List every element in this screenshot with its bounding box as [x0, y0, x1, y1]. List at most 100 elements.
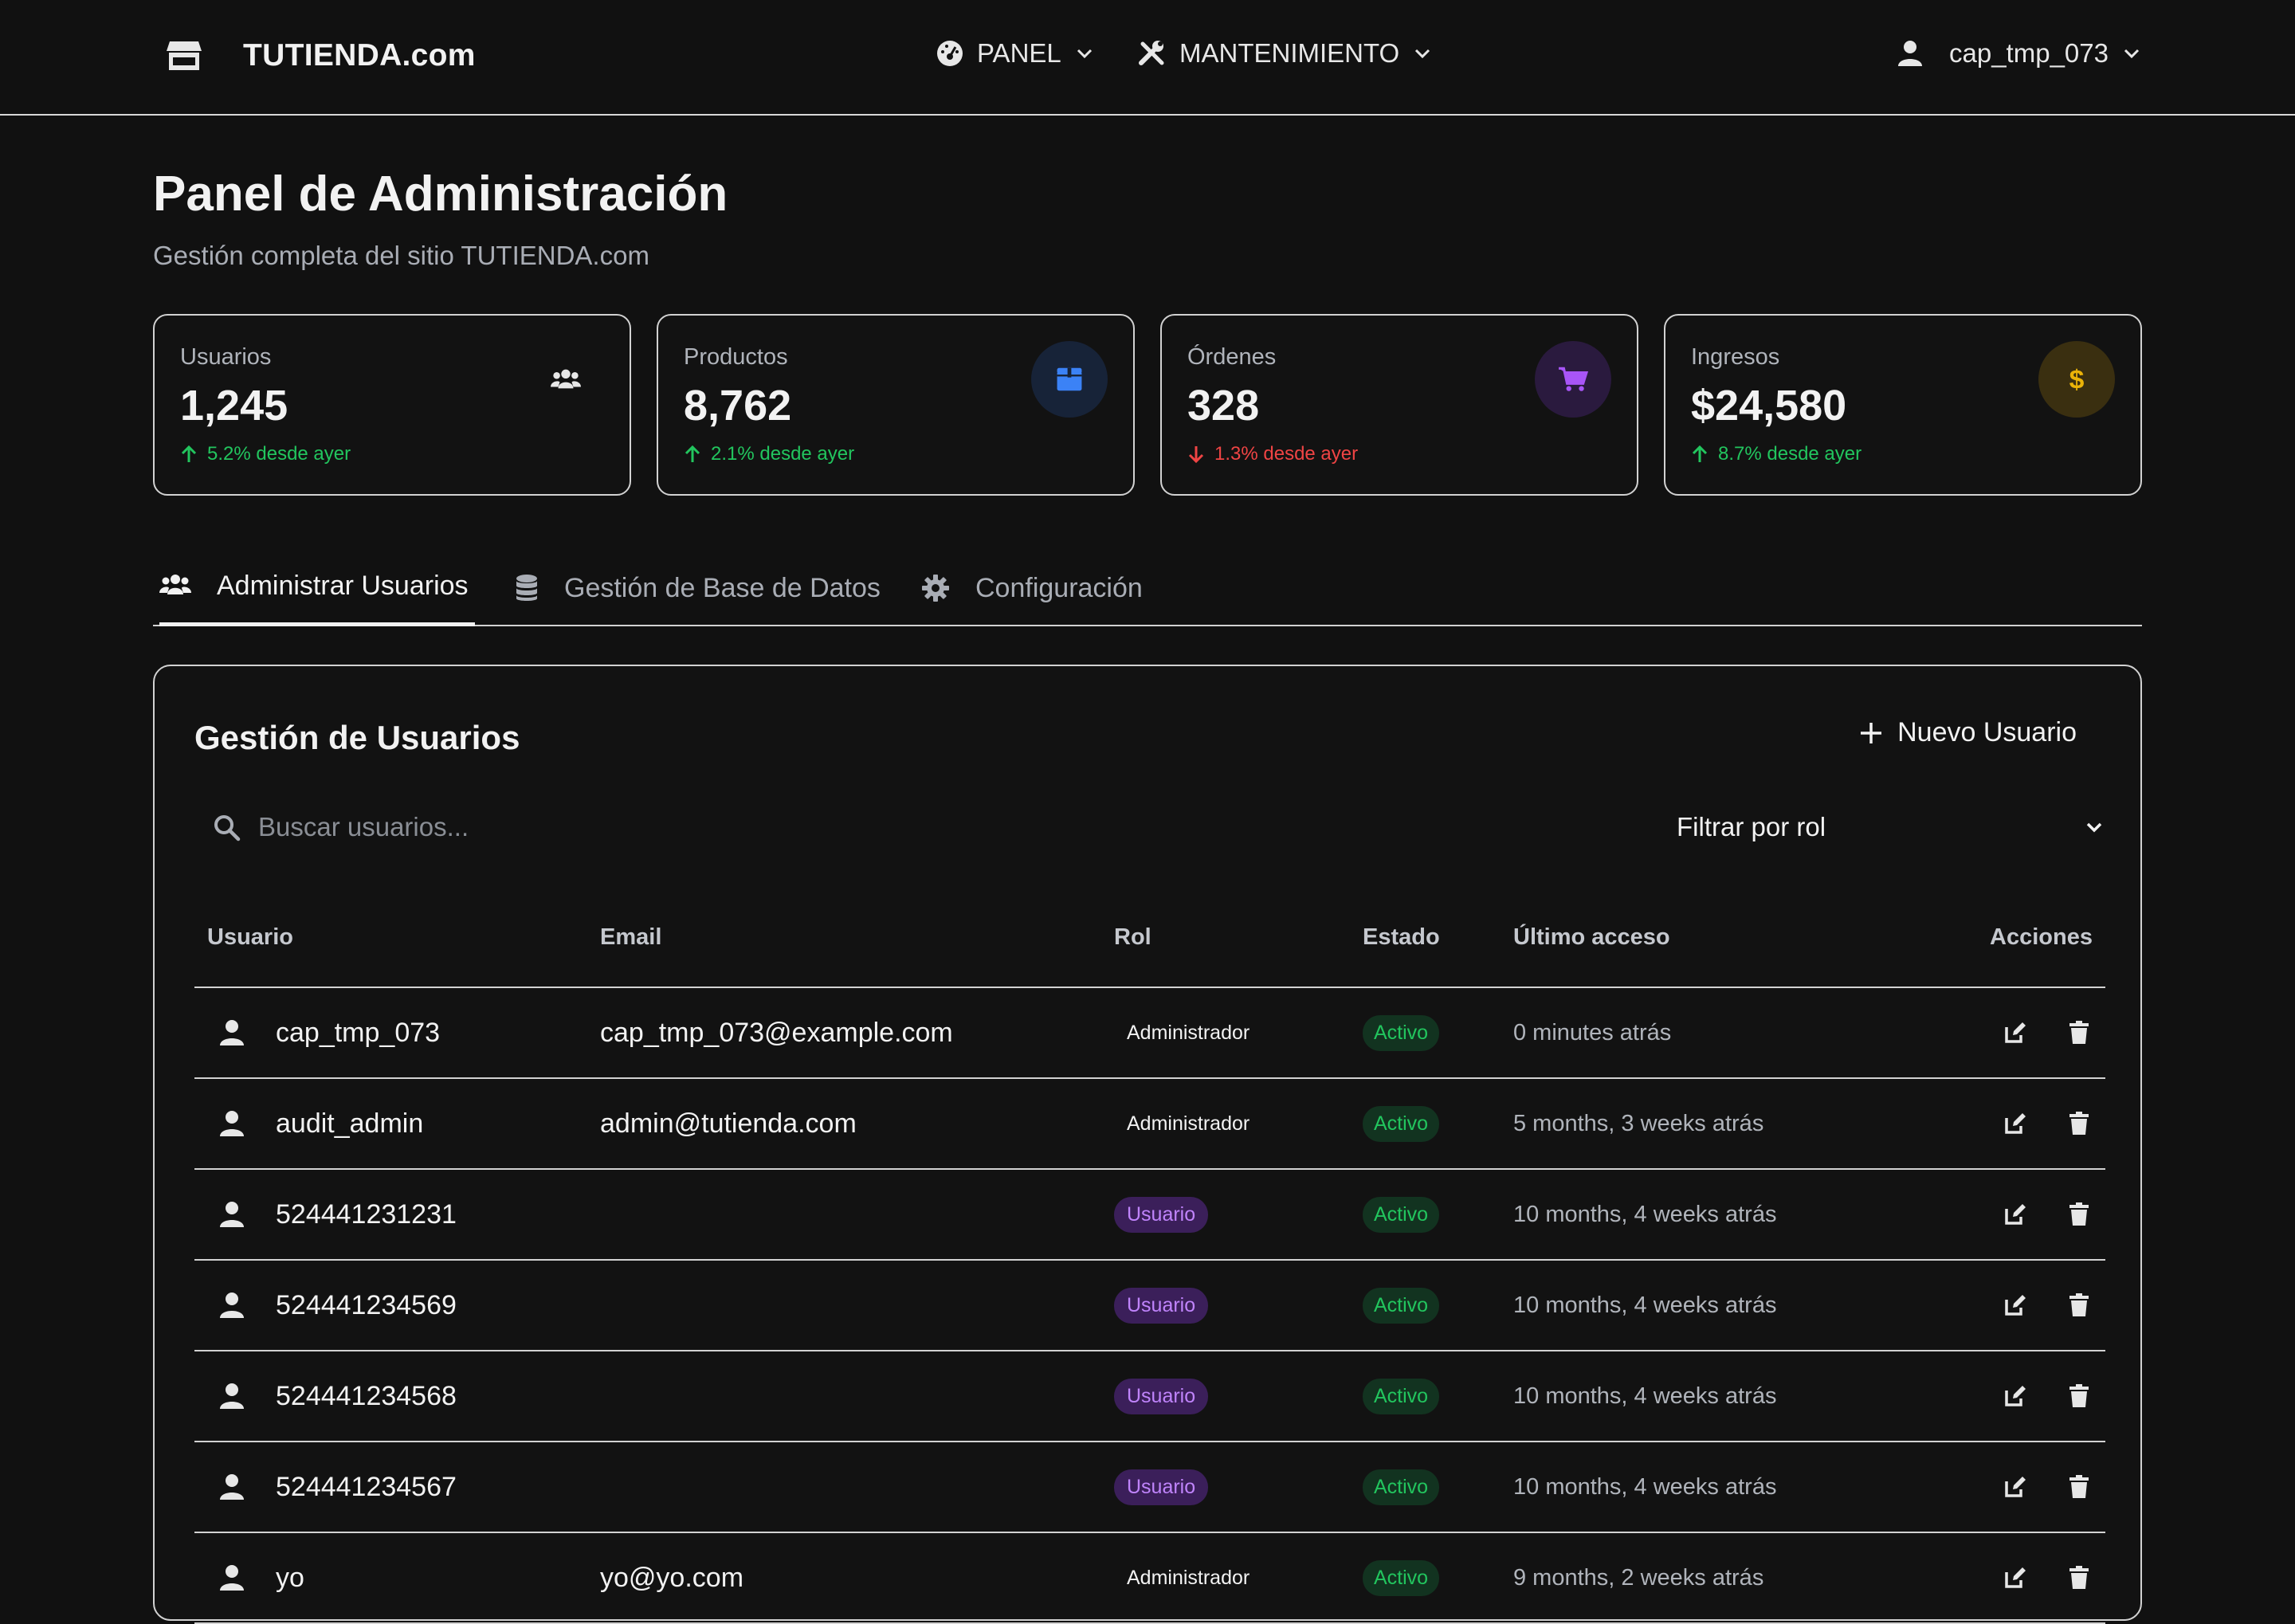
- cell-last-access: 9 months, 2 weeks atrás: [1513, 1533, 1763, 1622]
- trash-icon[interactable]: [2069, 1566, 2093, 1590]
- cell-actions: [2003, 1261, 2093, 1350]
- store-icon: [167, 38, 202, 73]
- tools-icon: [1138, 39, 1167, 68]
- cell-user: 524441234568: [207, 1351, 457, 1441]
- table-body: cap_tmp_073 cap_tmp_073@example.com Admini…: [194, 988, 2105, 1624]
- cell-state: Activo: [1363, 1533, 1440, 1622]
- stat-value: 8,762: [684, 382, 792, 430]
- chevron-down-icon: [1412, 43, 1433, 64]
- svg-text:$: $: [2069, 365, 2085, 394]
- edit-icon[interactable]: [2003, 1021, 2027, 1045]
- tab-database[interactable]: Gestión de Base de Datos: [515, 550, 881, 626]
- cell-actions: [2003, 1079, 2093, 1168]
- cart-icon: [1535, 341, 1611, 418]
- stat-card-revenue: Ingresos $24,580 8.7% desde ayer $: [1664, 314, 2142, 496]
- username: 524441234569: [276, 1289, 457, 1320]
- user-icon: [218, 1109, 245, 1138]
- users-icon: [159, 572, 191, 601]
- cell-user: yo: [207, 1533, 304, 1622]
- status-badge: Activo: [1363, 1378, 1440, 1414]
- edit-icon[interactable]: [2003, 1475, 2027, 1499]
- plus-icon: [1859, 721, 1883, 745]
- table-row[interactable]: yo yo@yo.com Administrador Activo 9 months, …: [194, 1533, 2105, 1624]
- role-filter-select[interactable]: Filtrar por rol: [1677, 802, 2107, 853]
- nav-maintenance-menu[interactable]: MANTENIMIENTO: [1138, 38, 1433, 69]
- role-badge: Usuario: [1114, 1196, 1209, 1233]
- stat-label: Productos: [684, 344, 788, 370]
- cell-user: 524441231231: [207, 1170, 457, 1259]
- cell-last-access: 10 months, 4 weeks atrás: [1513, 1442, 1776, 1532]
- brand[interactable]: TUTIENDA.com: [167, 38, 476, 73]
- cell-role: Usuario: [1114, 1442, 1209, 1532]
- column-header-state[interactable]: Estado: [1363, 924, 1440, 950]
- username: yo: [276, 1562, 304, 1593]
- nav-panel-menu[interactable]: PANEL: [936, 38, 1095, 69]
- last-access: 0 minutes atrás: [1513, 1019, 1672, 1045]
- edit-icon[interactable]: [2003, 1112, 2027, 1136]
- cell-state: Activo: [1363, 988, 1440, 1077]
- edit-icon[interactable]: [2003, 1293, 2027, 1317]
- tab-manage-users[interactable]: Administrar Usuarios: [159, 550, 475, 626]
- box-icon: [1031, 341, 1108, 418]
- trash-icon[interactable]: [2069, 1384, 2093, 1408]
- stat-card-products: Productos 8,762 2.1% desde ayer: [657, 314, 1135, 496]
- cell-user: 524441234569: [207, 1261, 457, 1350]
- table-row[interactable]: 524441234569 Usuario Activo 10 months, 4 we…: [194, 1261, 2105, 1351]
- cell-role: Administrador: [1114, 988, 1262, 1077]
- table-row[interactable]: 524441234568 Usuario Activo 10 months, 4 we…: [194, 1351, 2105, 1442]
- user-icon: [218, 1200, 245, 1229]
- trash-icon[interactable]: [2069, 1112, 2093, 1136]
- search-input[interactable]: [258, 812, 1533, 842]
- trash-icon[interactable]: [2069, 1021, 2093, 1045]
- table-row[interactable]: 524441234567 Usuario Activo 10 months, 4 we…: [194, 1442, 2105, 1533]
- trash-icon[interactable]: [2069, 1293, 2093, 1317]
- user-icon: [218, 1291, 245, 1320]
- cell-actions: [2003, 988, 2093, 1077]
- table-row[interactable]: cap_tmp_073 cap_tmp_073@example.com Admini…: [194, 988, 2105, 1079]
- user-icon: [218, 1382, 245, 1410]
- trash-icon[interactable]: [2069, 1202, 2093, 1226]
- database-icon: [515, 574, 539, 602]
- username: 524441234568: [276, 1380, 457, 1411]
- edit-icon[interactable]: [2003, 1566, 2027, 1590]
- stat-label: Ingresos: [1691, 344, 1780, 370]
- chevron-down-icon: [1074, 43, 1095, 64]
- table-row[interactable]: audit_admin admin@tutienda.com Administrad…: [194, 1079, 2105, 1170]
- cell-role: Usuario: [1114, 1261, 1209, 1350]
- tab-settings[interactable]: Configuración: [921, 550, 1143, 626]
- chevron-down-icon: [2121, 43, 2142, 64]
- role-badge: Usuario: [1114, 1287, 1209, 1324]
- cell-state: Activo: [1363, 1079, 1440, 1168]
- nav-user-menu[interactable]: cap_tmp_073: [1897, 38, 2142, 69]
- column-header-actions: Acciones: [1990, 924, 2093, 950]
- role-badge: Administrador: [1127, 1566, 1250, 1589]
- trash-icon[interactable]: [2069, 1475, 2093, 1499]
- status-badge: Activo: [1363, 1469, 1440, 1505]
- dollar-icon: $: [2038, 341, 2115, 418]
- last-access: 10 months, 4 weeks atrás: [1513, 1201, 1777, 1227]
- cell-last-access: 10 months, 4 weeks atrás: [1513, 1261, 1776, 1350]
- edit-icon[interactable]: [2003, 1202, 2027, 1226]
- last-access: 10 months, 4 weeks atrás: [1513, 1292, 1777, 1318]
- status-badge: Activo: [1363, 1196, 1440, 1233]
- stat-change: 8.7% desde ayer: [1691, 443, 1862, 465]
- cell-role: Usuario: [1114, 1170, 1209, 1259]
- role-badge: Administrador: [1127, 1021, 1250, 1044]
- table-row[interactable]: 524441231231 Usuario Activo 10 months, 4 we…: [194, 1170, 2105, 1261]
- gear-icon: [921, 574, 950, 602]
- status-badge: Activo: [1363, 1105, 1440, 1142]
- user-email: admin@tutienda.com: [600, 1108, 857, 1139]
- column-header-user[interactable]: Usuario: [207, 924, 293, 950]
- last-access: 10 months, 4 weeks atrás: [1513, 1383, 1777, 1409]
- cell-actions: [2003, 1442, 2093, 1532]
- cell-state: Activo: [1363, 1261, 1440, 1350]
- stat-change: 1.3% desde ayer: [1187, 443, 1358, 465]
- arrow-up-icon: [684, 445, 701, 464]
- stat-value: 1,245: [180, 382, 288, 430]
- new-user-button[interactable]: Nuevo Usuario: [1859, 717, 2077, 748]
- column-header-email[interactable]: Email: [600, 924, 662, 950]
- column-header-role[interactable]: Rol: [1114, 924, 1151, 950]
- column-header-last-access[interactable]: Último acceso: [1513, 924, 1670, 950]
- edit-icon[interactable]: [2003, 1384, 2027, 1408]
- stat-label: Usuarios: [180, 344, 272, 370]
